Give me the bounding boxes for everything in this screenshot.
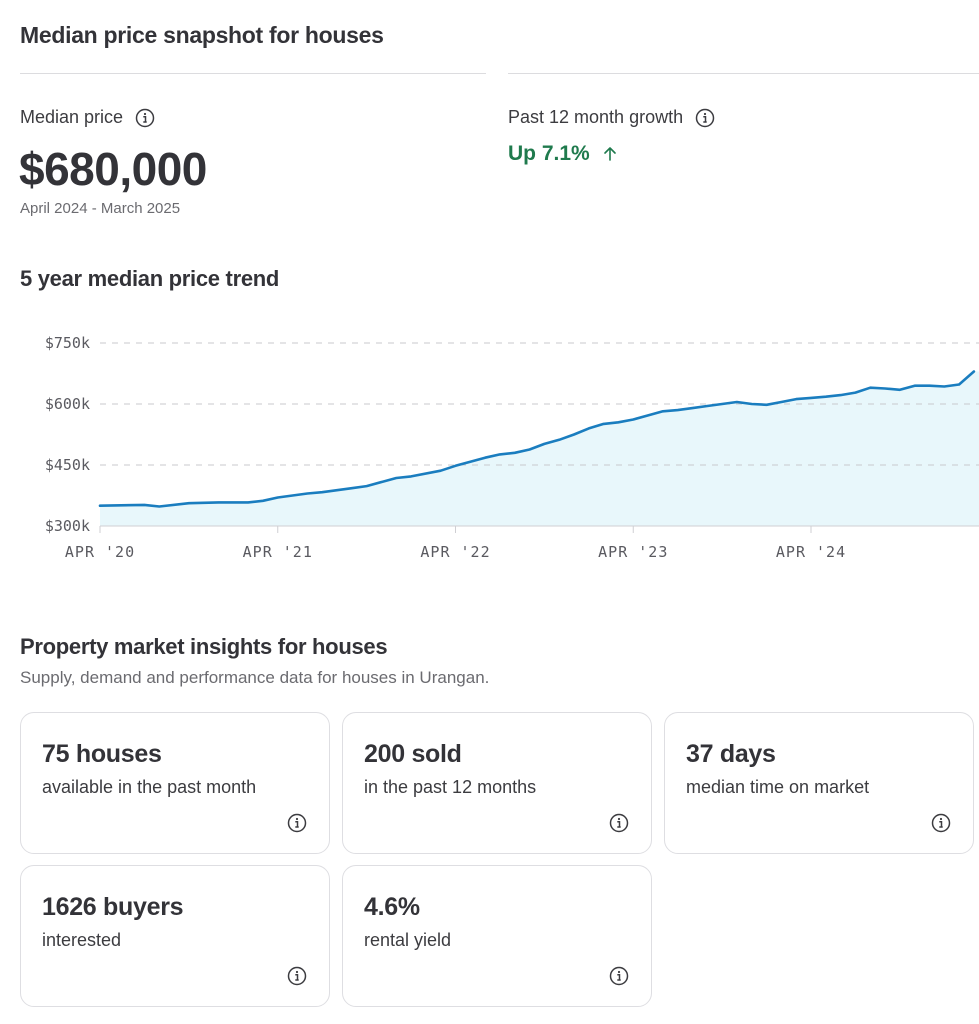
price-trend-chart: $750k $600k $450k $300k APR '20 APR '21 APR '2… [45,334,979,561]
insight-card-buyers: 1626 buyers interested [20,865,330,1007]
card-caption: median time on market [686,777,870,797]
chart-y-tick-label: $750k [45,334,90,352]
chart-x-tick-label: APR '24 [776,543,846,561]
info-circle-icon[interactable] [287,966,307,986]
median-price-value: $680,000 [19,143,207,195]
growth-label-row: Past 12 month growth [508,107,715,128]
insight-card-sold: 200 sold in the past 12 months [342,712,652,854]
info-circle-icon[interactable] [931,813,951,833]
insights-title: Property market insights for houses [20,634,388,659]
growth-value-row: Up 7.1% [508,142,620,166]
info-circle-icon[interactable] [287,813,307,833]
snapshot-title: Median price snapshot for houses [20,22,384,48]
chart-x-tick-label: APR '20 [65,543,135,561]
info-circle-icon[interactable] [135,108,155,128]
insight-card-houses-available: 75 houses available in the past month [20,712,330,854]
info-circle-icon[interactable] [609,813,629,833]
card-value: 37 days [686,740,776,768]
chart-title: 5 year median price trend [20,266,280,291]
median-price-label: Median price [20,107,124,127]
card-caption: in the past 12 months [364,777,537,797]
insight-card-rental-yield: 4.6% rental yield [342,865,652,1007]
median-price-period: April 2024 - March 2025 [20,200,181,217]
insights-subtitle: Supply, demand and performance data for … [20,668,490,687]
growth-label: Past 12 month growth [508,107,684,127]
info-circle-icon[interactable] [609,966,629,986]
chart-series-line [98,370,976,508]
divider-left [20,73,486,74]
card-value: 4.6% [364,893,420,921]
card-value: 1626 buyers [42,893,184,921]
median-price-label-row: Median price [20,107,155,128]
chart-x-tick-label: APR '23 [598,543,668,561]
insight-card-days-on-market: 37 days median time on market [664,712,974,854]
card-value: 200 sold [364,740,462,768]
chart-area-fill [100,371,979,526]
info-circle-icon[interactable] [695,108,715,128]
card-value: 75 houses [42,740,162,768]
card-caption: rental yield [364,930,452,950]
chart-x-tick-label: APR '22 [420,543,490,561]
growth-value: Up 7.1% [508,142,590,165]
card-caption: available in the past month [42,777,257,797]
divider-right [508,73,979,74]
chart-y-tick-label: $450k [45,456,90,474]
chart-y-tick-label: $300k [45,517,90,535]
arrow-up-icon [600,144,620,164]
chart-x-tick-label: APR '21 [243,543,313,561]
card-caption: interested [42,930,122,950]
chart-y-tick-label: $600k [45,395,90,413]
